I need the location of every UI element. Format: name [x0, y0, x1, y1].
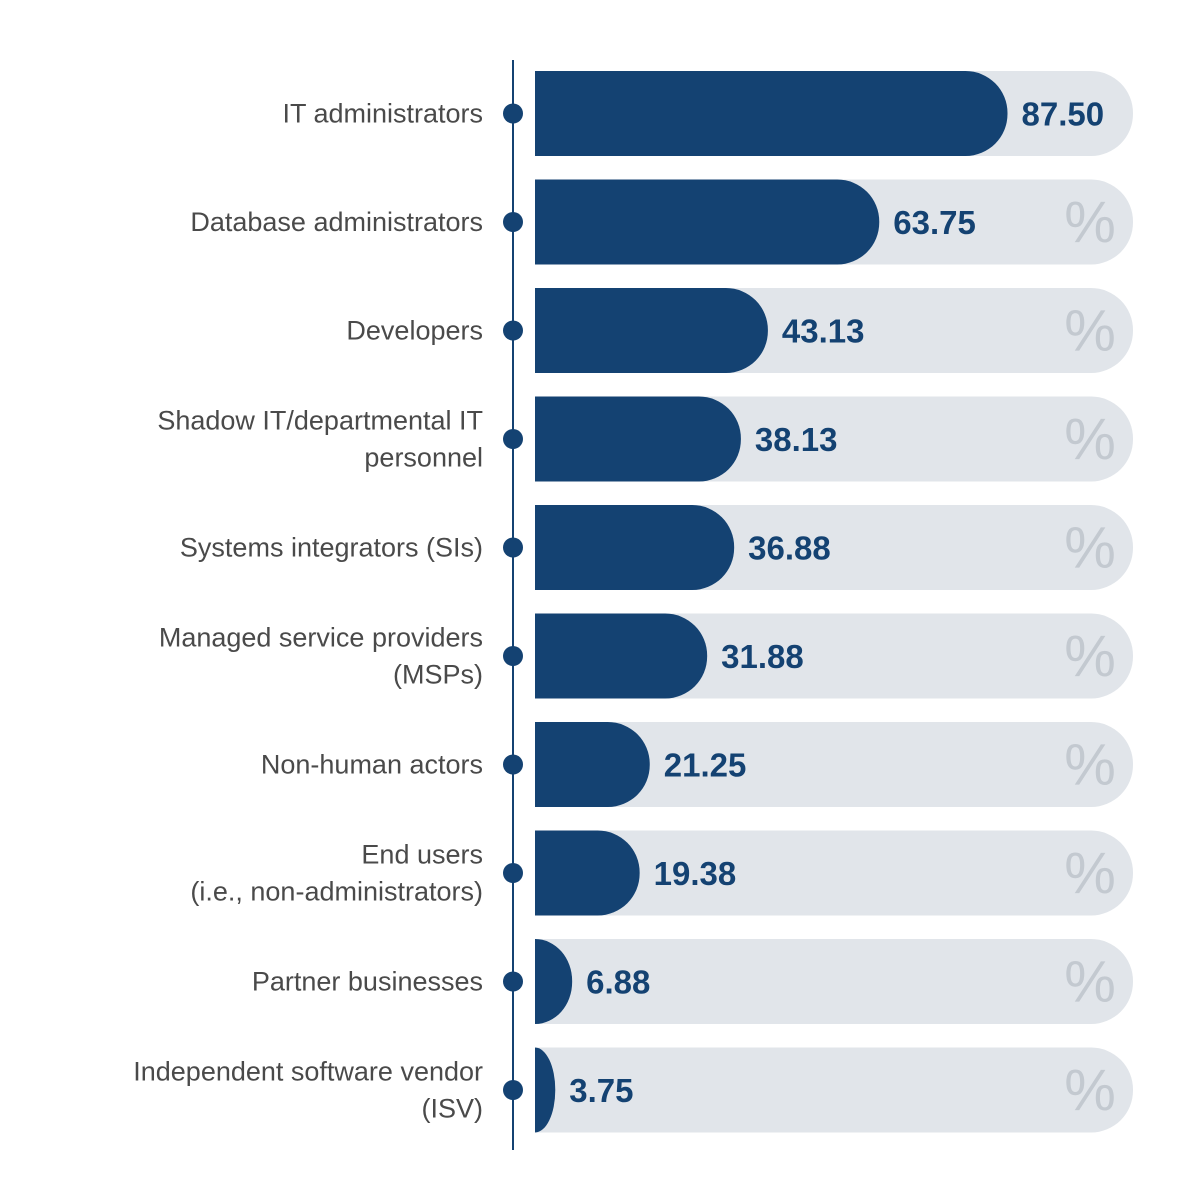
axis-dot	[503, 320, 523, 341]
bar	[535, 939, 573, 1024]
bar	[535, 396, 741, 482]
chart-rows: IT administrators 87.50 Database administr…	[133, 71, 1133, 1133]
unit-label: %	[1064, 733, 1116, 798]
bar-row: IT administrators 87.50	[282, 71, 1133, 156]
category-label: Database administrators	[190, 207, 483, 237]
axis-dot	[503, 971, 523, 992]
category-label: (i.e., non-administrators)	[190, 877, 483, 907]
value-label: 3.75	[569, 1072, 633, 1109]
bar-row: Independent software vendor (ISV) 3.75%	[133, 1047, 1133, 1133]
axis-dot	[503, 537, 523, 558]
unit-label: %	[1064, 624, 1116, 689]
value-label: 87.50	[1022, 96, 1105, 133]
category-label: Partner businesses	[252, 967, 483, 997]
bar-track	[535, 939, 1133, 1024]
unit-label: %	[1064, 190, 1116, 255]
unit-label: %	[1064, 950, 1116, 1015]
bar	[535, 1047, 556, 1133]
category-label: Systems integrators (SIs)	[180, 533, 483, 563]
bar	[535, 288, 768, 373]
value-label: 38.13	[755, 421, 838, 458]
unit-label: %	[1064, 516, 1116, 581]
axis-dot	[503, 863, 523, 883]
category-label: Managed service providers	[159, 623, 483, 653]
category-label: Developers	[346, 316, 483, 346]
bar-row: Managed service providers (MSPs) 31.88%	[159, 613, 1133, 699]
axis-dot	[503, 212, 523, 232]
axis-dot	[503, 1080, 523, 1100]
unit-label: %	[1064, 841, 1116, 906]
bar-track	[535, 830, 1133, 916]
category-label: (MSPs)	[393, 660, 483, 690]
axis-dot	[503, 754, 523, 775]
bar-row: End users (i.e., non-administrators) 19.38…	[190, 830, 1133, 916]
category-label: IT administrators	[282, 99, 483, 129]
bar-row: Developers 43.13%	[346, 288, 1133, 373]
bar-row: Non-human actors 21.25%	[261, 722, 1133, 807]
bar-track	[535, 1047, 1133, 1133]
unit-label: %	[1064, 407, 1116, 472]
unit-label: %	[1064, 299, 1116, 364]
bar-row: Partner businesses 6.88%	[252, 939, 1133, 1024]
category-label: personnel	[364, 443, 483, 473]
category-label: Shadow IT/departmental IT	[157, 406, 483, 436]
bar	[535, 71, 1008, 156]
value-label: 31.88	[721, 638, 804, 675]
bar	[535, 179, 880, 265]
bar	[535, 505, 735, 590]
bar	[535, 830, 640, 916]
value-label: 63.75	[893, 204, 976, 241]
bar-row: Systems integrators (SIs) 36.88%	[180, 505, 1133, 590]
unit-label: %	[1064, 1058, 1116, 1123]
value-label: 36.88	[748, 530, 831, 567]
category-label: (ISV)	[421, 1094, 483, 1124]
value-label: 21.25	[664, 747, 747, 784]
axis-dot	[503, 103, 523, 124]
value-label: 6.88	[586, 964, 650, 1001]
bar	[535, 722, 650, 807]
bar-row: Database administrators 63.75%	[190, 179, 1133, 265]
category-label: Independent software vendor	[133, 1057, 483, 1087]
value-label: 43.13	[782, 313, 865, 350]
bar	[535, 613, 708, 699]
bar-track	[535, 722, 1133, 807]
value-label: 19.38	[654, 855, 737, 892]
axis-dot	[503, 646, 523, 666]
axis-dot	[503, 429, 523, 449]
category-label: Non-human actors	[261, 750, 483, 780]
category-label: End users	[361, 840, 483, 870]
bar-row: Shadow IT/departmental IT personnel 38.13%	[157, 396, 1133, 482]
